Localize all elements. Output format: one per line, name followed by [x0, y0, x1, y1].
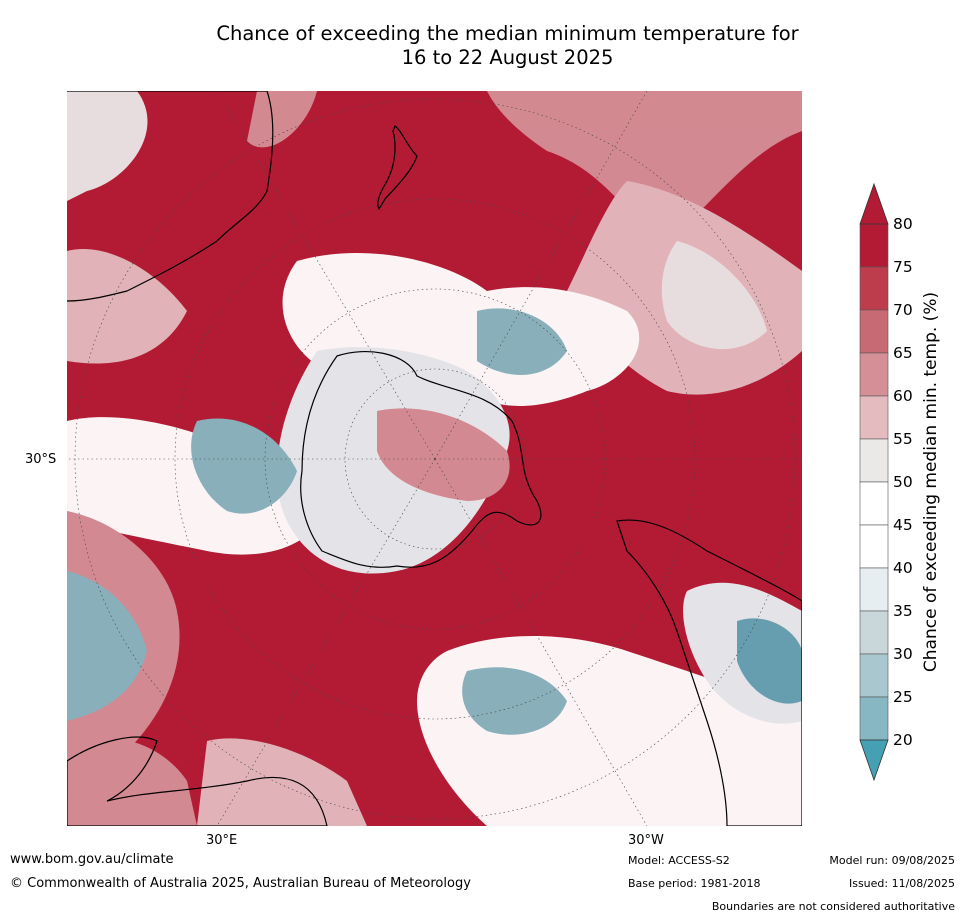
colorbar-cell: [859, 395, 889, 440]
colorbar-cells: [859, 223, 889, 741]
lon-label-30w: 30°W: [628, 833, 664, 848]
colorbar-label: Chance of exceeding median min. temp. (%…: [921, 291, 941, 673]
lon-label-30e: 30°E: [206, 833, 238, 848]
footer-copyright: © Commonwealth of Australia 2025, Austra…: [10, 876, 471, 891]
colorbar-tick-label: 25: [893, 688, 913, 706]
colorbar-tick-label: 30: [893, 645, 913, 663]
probability-map: [67, 91, 802, 826]
colorbar-cell: [859, 567, 889, 612]
colorbar-tick-label: 45: [893, 516, 913, 534]
colorbar-tick-label: 80: [893, 215, 913, 233]
colorbar-over-arrow: [859, 182, 889, 225]
mid-probability-regions: [67, 91, 802, 826]
colorbar-cell: [859, 438, 889, 483]
map-title: Chance of exceeding the median minimum t…: [0, 22, 965, 70]
colorbar-tick-label: 35: [893, 602, 913, 620]
colorbar-tick-label: 65: [893, 344, 913, 362]
colorbar-tick-label: 55: [893, 430, 913, 448]
australia-outline: [67, 91, 274, 302]
colorbar-tick-label: 50: [893, 473, 913, 491]
south-america-outline: [616, 519, 802, 826]
colorbar-tick-label: 40: [893, 559, 913, 577]
footer-model: Model: ACCESS-S2: [628, 854, 730, 867]
colorbar-tick-label: 60: [893, 387, 913, 405]
colorbar-cell: [859, 653, 889, 698]
footer-base-period: Base period: 1981-2018: [628, 877, 761, 890]
footer-disclaimer: Boundaries are not considered authoritat…: [711, 900, 955, 913]
colorbar-tick-label: 75: [893, 258, 913, 276]
title-line-2: 16 to 22 August 2025: [401, 46, 614, 69]
map-panel: [67, 91, 802, 826]
colorbar-cell: [859, 266, 889, 311]
colorbar-tick-label: 20: [893, 731, 913, 749]
colorbar-cell: [859, 481, 889, 526]
footer-issued: Issued: 11/08/2025: [848, 877, 955, 890]
africa-outline: [67, 736, 328, 826]
colorbar: [859, 182, 889, 782]
new-zealand-outline: [377, 125, 418, 211]
footer-model-run: Model run: 09/08/2025: [829, 854, 955, 867]
colorbar-cell: [859, 696, 889, 741]
graticule-lines: [67, 91, 802, 826]
colorbar-cell: [859, 352, 889, 397]
colorbar-cell: [859, 223, 889, 268]
colorbar-under-arrow: [859, 739, 889, 782]
footer-website: www.bom.gov.au/climate: [10, 852, 174, 867]
colorbar-cell: [859, 610, 889, 655]
antarctica-outline: [300, 350, 542, 568]
colorbar-cell: [859, 309, 889, 354]
lat-label-30s: 30°S: [25, 452, 57, 467]
title-line-1: Chance of exceeding the median minimum t…: [216, 22, 799, 45]
colorbar-cell: [859, 524, 889, 569]
colorbar-tick-label: 70: [893, 301, 913, 319]
